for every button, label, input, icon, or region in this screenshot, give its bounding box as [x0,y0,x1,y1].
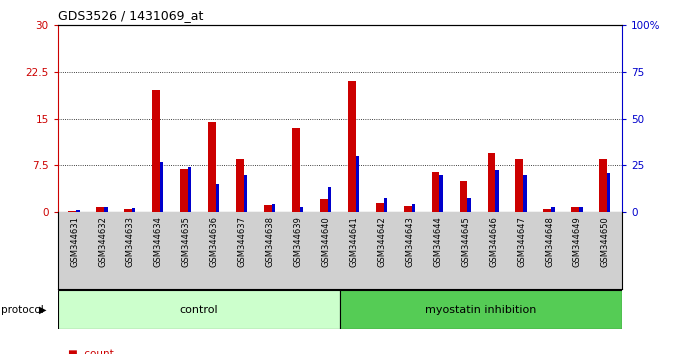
Bar [272,204,275,212]
Text: GSM344640: GSM344640 [322,216,330,267]
Bar [132,208,135,212]
Bar [188,167,191,212]
Bar [208,122,216,212]
Text: GSM344649: GSM344649 [573,216,582,267]
Text: control: control [180,305,218,315]
Bar [460,181,467,212]
Bar [467,198,471,212]
Bar [356,156,359,212]
Text: GSM344647: GSM344647 [517,216,526,267]
Text: GSM344646: GSM344646 [489,216,498,267]
Text: ■  count: ■ count [68,349,114,354]
Bar [571,207,579,212]
Bar [348,81,356,212]
Text: ▶: ▶ [39,305,47,315]
Bar [488,153,495,212]
Text: GSM344634: GSM344634 [154,216,163,267]
Bar [340,290,622,329]
Bar [495,170,498,212]
Bar [551,207,555,212]
Text: protocol: protocol [1,305,44,315]
Bar [411,204,415,212]
Bar [384,198,387,212]
Text: GSM344643: GSM344643 [405,216,414,267]
Bar [300,207,303,212]
Bar [69,211,76,212]
Bar [160,162,163,212]
Text: myostatin inhibition: myostatin inhibition [426,305,537,315]
Bar [216,184,219,212]
Bar [76,210,80,212]
Text: GSM344642: GSM344642 [377,216,386,267]
Bar [376,203,384,212]
Text: GSM344631: GSM344631 [70,216,79,267]
Bar [328,187,331,212]
Bar [180,169,188,212]
Bar [404,206,411,212]
Bar [236,159,244,212]
Text: GSM344632: GSM344632 [98,216,107,267]
Bar [320,199,328,212]
Text: GSM344641: GSM344641 [350,216,358,267]
Text: GSM344648: GSM344648 [545,216,554,267]
Bar [104,207,107,212]
Text: GSM344635: GSM344635 [182,216,191,267]
Bar [432,172,439,212]
Bar [292,128,300,212]
Text: GSM344639: GSM344639 [294,216,303,267]
Bar [515,159,524,212]
Text: GSM344636: GSM344636 [209,216,219,267]
Bar [524,175,526,212]
Bar [97,207,104,212]
Text: GSM344633: GSM344633 [126,216,135,267]
Bar [579,207,583,212]
Text: GSM344638: GSM344638 [266,216,275,267]
Text: GSM344644: GSM344644 [433,216,442,267]
Bar [58,290,340,329]
Text: GSM344650: GSM344650 [601,216,610,267]
Text: GSM344637: GSM344637 [238,216,247,267]
Bar [244,175,248,212]
Bar [124,209,132,212]
Bar [439,175,443,212]
Text: GDS3526 / 1431069_at: GDS3526 / 1431069_at [58,9,203,22]
Bar [264,205,272,212]
Bar [607,173,611,212]
Text: GSM344645: GSM344645 [461,216,471,267]
Bar [152,90,160,212]
Bar [543,209,551,212]
Bar [599,159,607,212]
